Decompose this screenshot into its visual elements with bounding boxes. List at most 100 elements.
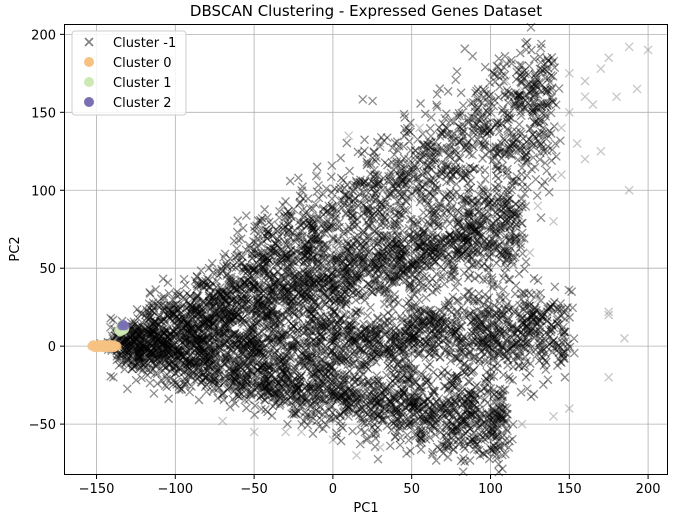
cluster-neg1-point [403, 192, 413, 202]
cluster-neg1-point [522, 171, 532, 181]
cluster-neg1-point [519, 264, 529, 274]
cluster-neg1-point [269, 244, 279, 253]
cluster-neg1-point [514, 91, 524, 101]
cluster-neg1-point [466, 176, 476, 186]
cluster-neg1-point [538, 66, 548, 76]
cluster-neg1-point [543, 56, 553, 66]
cluster-neg1-point [539, 117, 549, 126]
cluster-neg1-point [395, 311, 405, 321]
cluster-neg1-point [311, 199, 321, 209]
cluster-neg1-point [494, 127, 504, 137]
cluster-neg1-point [399, 131, 409, 141]
cluster-neg1-point [481, 106, 491, 116]
cluster-neg1-point [216, 289, 226, 299]
cluster-neg1-point [451, 75, 461, 85]
cluster-neg1-point [192, 298, 202, 308]
cluster-neg1-point [133, 324, 143, 334]
cluster-neg1-point [262, 233, 272, 243]
cluster-neg1-point [326, 257, 336, 266]
cluster-neg1-point [158, 274, 168, 284]
cluster-neg1-point [366, 302, 375, 312]
cluster-neg1-point [475, 165, 485, 174]
cluster-neg1-point [481, 89, 491, 99]
cluster-neg1-point [248, 249, 257, 259]
cluster-neg1-point [187, 335, 197, 345]
cluster-neg1-point [274, 257, 284, 267]
cluster-neg1-point [264, 255, 274, 265]
cluster-neg1-point [144, 311, 154, 321]
cluster-neg1-point [535, 64, 545, 74]
cluster-neg1-point [536, 43, 546, 53]
cluster-neg1-point [465, 168, 475, 178]
cluster-neg1-point [191, 303, 201, 313]
cluster-neg1-point [300, 255, 310, 265]
cluster-neg1-point [279, 260, 289, 270]
cluster-neg1-point [239, 266, 249, 276]
cluster-neg1-point [242, 276, 252, 285]
cluster-neg1-point [373, 236, 383, 246]
cluster-neg1-point [395, 189, 404, 199]
cluster-neg1-point [530, 85, 540, 95]
cluster-neg1-point [496, 66, 506, 76]
cluster-neg1-point [145, 289, 155, 299]
cluster-neg1-point [432, 89, 442, 99]
cluster-neg1-point [327, 262, 337, 272]
cluster-neg1-point [345, 247, 355, 257]
cluster-neg1-point [456, 170, 466, 180]
cluster-neg1-point [431, 169, 441, 179]
cluster-neg1-point [427, 164, 437, 174]
cluster-neg1-point [303, 247, 313, 257]
cluster-neg1-point [287, 259, 297, 269]
cluster-neg1-point [402, 185, 412, 195]
cluster-neg1-point [148, 354, 158, 364]
cluster-neg1-point [379, 212, 389, 222]
cluster-neg1-point [263, 296, 273, 306]
cluster-neg1-point [208, 292, 218, 302]
cluster-neg1-point [262, 234, 272, 243]
cluster-neg1-point [379, 202, 389, 212]
cluster-neg1-point [458, 101, 468, 111]
cluster-neg1-point [375, 207, 385, 217]
cluster-neg1-point [546, 85, 556, 95]
cluster-neg1-point [482, 112, 492, 122]
cluster-neg1-point [286, 324, 296, 334]
cluster-neg1-point [506, 149, 516, 159]
cluster-neg1-point [283, 220, 293, 230]
cluster-neg1-point [362, 203, 372, 213]
cluster-neg1-point [348, 219, 358, 229]
cluster-neg1-point [404, 175, 414, 185]
cluster-neg1-point [500, 150, 510, 160]
cluster-neg1-point [260, 205, 270, 214]
cluster-neg1-point [465, 270, 475, 280]
cluster-neg1-point [278, 224, 288, 234]
cluster-neg1-point [478, 154, 487, 163]
cluster-neg1-point [461, 168, 471, 178]
cluster-neg1-point [491, 119, 501, 129]
cluster-neg1-point [498, 161, 508, 171]
cluster-neg1-point [429, 191, 439, 201]
cluster-neg1-point [481, 150, 491, 159]
cluster-neg1-point [326, 172, 336, 182]
cluster-neg1-point [331, 212, 341, 222]
cluster-neg1-point [363, 311, 373, 321]
cluster-neg1-point [437, 169, 447, 178]
cluster-neg1-point [406, 145, 416, 155]
cluster-neg1-point [285, 240, 295, 250]
cluster-neg1-point [538, 98, 548, 108]
cluster-neg1-point [490, 77, 500, 87]
cluster-neg1-point [256, 217, 266, 226]
cluster-neg1-point [247, 278, 257, 288]
cluster-neg1-point [306, 234, 316, 244]
cluster-neg1-point [464, 113, 474, 123]
cluster-neg1-point [311, 171, 321, 181]
cluster-neg1-point [470, 273, 480, 283]
cluster-neg1-point [421, 178, 431, 188]
cluster-neg1-point [358, 229, 368, 239]
cluster-neg1-point [521, 149, 531, 159]
cluster-neg1-point [425, 123, 435, 133]
cluster-neg1-point [192, 290, 202, 300]
cluster-neg1-point [412, 183, 422, 192]
cluster-neg1-point [417, 148, 427, 158]
cluster-neg1-point [493, 62, 503, 72]
cluster-neg1-point [266, 220, 276, 230]
